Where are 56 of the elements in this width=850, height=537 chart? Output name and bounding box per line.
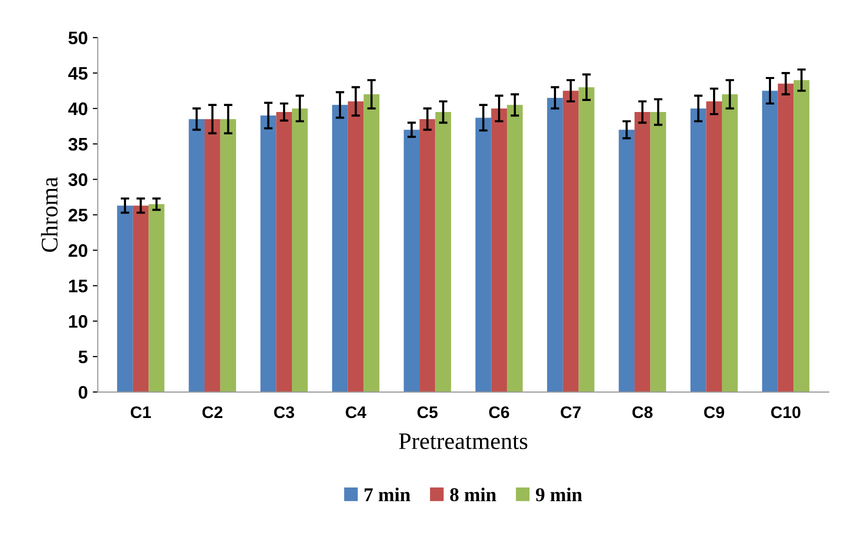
bar (220, 119, 236, 392)
x-tick-label: C2 (202, 406, 222, 418)
bar (650, 112, 666, 392)
bar (618, 130, 635, 392)
bar (204, 119, 220, 392)
bar (562, 90, 579, 392)
bar (706, 101, 722, 392)
bar (292, 108, 308, 392)
bar (276, 112, 292, 392)
bar (491, 108, 507, 392)
legend-label: 9 min (536, 488, 582, 502)
x-tick-label: C8 (632, 406, 653, 418)
y-tick-label: 5 (78, 350, 88, 364)
x-tick-label: C3 (274, 406, 294, 418)
x-axis-title: Pretreatments (399, 433, 528, 450)
y-tick-label: 50 (68, 32, 88, 44)
bar (260, 116, 276, 392)
y-tick-label: 40 (68, 102, 88, 116)
bar (420, 119, 436, 392)
x-tick-label: C7 (560, 406, 581, 418)
x-tick-label: C10 (771, 406, 800, 418)
bar (117, 206, 133, 392)
bar (435, 112, 452, 392)
y-tick-label: 35 (68, 138, 88, 151)
x-tick-label: C6 (489, 406, 510, 418)
bar (364, 94, 380, 392)
bar (778, 84, 794, 392)
y-tick-label: 20 (68, 244, 88, 257)
y-tick-label: 10 (69, 315, 88, 328)
y-tick-label: 15 (69, 280, 88, 292)
bar (722, 94, 738, 392)
bar (506, 104, 523, 392)
bar (148, 204, 164, 392)
bar (578, 87, 594, 392)
y-tick-label: 30 (68, 173, 88, 186)
y-tick-label: 45 (68, 67, 88, 80)
bar (794, 80, 810, 392)
bar (132, 206, 149, 392)
x-tick-label: C9 (704, 406, 724, 418)
x-tick-label: C5 (417, 406, 438, 418)
bar (332, 104, 348, 392)
y-tick-label: 0 (78, 386, 88, 399)
legend-label: 7 min (364, 488, 410, 502)
bar (188, 119, 205, 392)
bar (762, 90, 778, 392)
x-tick-label: C1 (130, 406, 151, 418)
bar (547, 98, 563, 392)
bar (475, 118, 492, 392)
legend-label: 8 min (450, 488, 496, 502)
y-axis-title: Chroma (40, 177, 58, 252)
x-tick-label: C4 (346, 406, 366, 418)
y-tick-label: 25 (68, 208, 88, 222)
bar (404, 130, 420, 392)
bar (348, 101, 364, 392)
bar (634, 112, 650, 392)
bar (690, 108, 706, 392)
